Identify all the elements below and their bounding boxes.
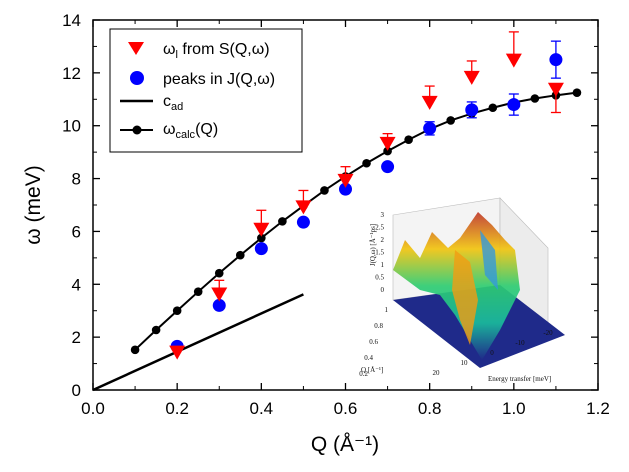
legend-marker-dot-icon: [132, 125, 142, 135]
x-tick-label: 0.8: [418, 399, 442, 418]
inset-z-tick-label: 3: [381, 211, 385, 219]
series-calc-point: [404, 135, 413, 145]
inset-z-tick-label: 0.5: [375, 274, 384, 282]
inset-z-tick-label: 2: [381, 236, 385, 244]
y-axis-title: ω (meV): [22, 165, 45, 244]
x-tick-label: 1.2: [586, 399, 610, 418]
series-peaks-point: [423, 121, 437, 135]
y-tick-label: 0: [72, 381, 81, 400]
series-calc-point: [530, 94, 540, 103]
series-calc-point: [235, 250, 245, 260]
inset-z-label: J(Q,ω) [Å⁻¹ps]: [369, 224, 377, 266]
y-tick-label: 10: [62, 117, 81, 136]
y-tick-label: 12: [62, 64, 81, 83]
series-omega-l-point: [337, 173, 354, 188]
series-calc-point: [172, 306, 182, 316]
inset-q-tick-label: 0.2: [359, 370, 368, 378]
series-peaks-point: [549, 53, 563, 67]
series-omega-l-point: [211, 287, 228, 302]
x-tick-label: 0.2: [165, 399, 189, 418]
inset-e-tick-label: -20: [543, 329, 553, 337]
legend-marker-triangle-icon: [128, 42, 144, 55]
series-layer: [92, 31, 582, 392]
series-calc-point: [193, 287, 203, 296]
tick-marks: [92, 19, 599, 391]
series-calc-point: [257, 233, 266, 243]
series-peaks-point: [296, 215, 310, 229]
y-tick-label: 14: [62, 11, 81, 30]
series-peaks-point: [381, 160, 395, 174]
series-omega-l-point: [379, 136, 396, 151]
y-tick-label: 4: [72, 275, 81, 294]
series-calc-point: [130, 345, 140, 355]
inset-z-tick-label: 2.5: [375, 224, 384, 232]
inset-e-tick-label: 0: [490, 349, 494, 357]
series-calc-point: [362, 158, 371, 168]
legend-box: [109, 28, 303, 153]
series-omega-l-point: [421, 95, 438, 110]
series-omega-l-point: [547, 82, 564, 97]
series-omega-l-point: [463, 70, 480, 85]
inset-e-label: Energy transfer [meV]: [488, 375, 551, 383]
inset-q-tick-label: 0.8: [374, 322, 383, 330]
series-peaks-point: [465, 103, 479, 117]
series-omega-l-point: [253, 222, 270, 237]
inset-e-tick-label: 20: [433, 369, 441, 377]
series-calc-point: [278, 217, 287, 226]
legend-label-cad: cad: [163, 93, 183, 113]
inset-surface-plot: J(Q,ω) [Å⁻¹ps] Q [Å⁻¹] Energy transfer […: [359, 197, 565, 383]
inset-z-tick-label: 1.5: [375, 249, 384, 257]
inset-surface-trough: [480, 230, 498, 290]
series-calc-point: [446, 116, 456, 125]
series-omega-l-point: [505, 53, 522, 68]
inset-q-tick-label: 0.4: [364, 354, 373, 362]
series-cad-line: [92, 293, 304, 392]
legend: ωl from S(Q,ω) peaks in J(Q,ω) cad ωcalc…: [109, 28, 303, 153]
legend-label-omega-calc: ωcalc(Q): [163, 121, 218, 141]
x-tick-label: 0.4: [250, 399, 274, 418]
series-peaks-point: [339, 182, 352, 196]
x-tick-label: 0.0: [81, 399, 105, 418]
inset-labels: J(Q,ω) [Å⁻¹ps] Q [Å⁻¹] Energy transfer […: [359, 211, 553, 383]
legend-label-peaks: peaks in J(Q,ω): [163, 71, 275, 88]
series-peaks-point: [254, 242, 268, 256]
inset-q-tick-label: 1: [385, 306, 389, 314]
inset-q-tick-label: 0.6: [369, 338, 378, 346]
y-tick-label: 6: [72, 222, 81, 241]
x-axis-title: Q (Å⁻¹): [311, 433, 379, 456]
y-tick-label: 2: [72, 328, 81, 347]
series-omega-l-point: [295, 200, 312, 215]
y-tick-label: 8: [72, 170, 81, 189]
inset-z-tick-label: 0: [381, 286, 385, 294]
series-calc-line: [134, 91, 578, 351]
series-omega-l-point: [169, 345, 186, 360]
inset-q-label: Q [Å⁻¹]: [361, 366, 383, 374]
series-calc-point: [488, 103, 498, 113]
inset-z-tick-label: 1: [381, 261, 385, 269]
series-calc-point: [572, 88, 582, 97]
legend-marker-circle-icon: [130, 71, 144, 85]
inset-e-tick-label: 10: [461, 359, 469, 367]
inset-e-tick-label: -10: [515, 339, 525, 347]
series-peaks-point: [212, 298, 226, 312]
series-calc-point: [214, 268, 224, 278]
x-tick-label: 0.6: [334, 399, 358, 418]
legend-label-omega-l: ωl from S(Q,ω): [163, 41, 270, 61]
x-tick-label: 1.0: [502, 399, 526, 418]
series-calc-point: [151, 325, 161, 335]
series-peaks-point: [507, 98, 521, 112]
inset-surface-peak: [452, 250, 478, 345]
series-calc-point: [383, 146, 392, 156]
series-calc-point: [320, 186, 329, 195]
